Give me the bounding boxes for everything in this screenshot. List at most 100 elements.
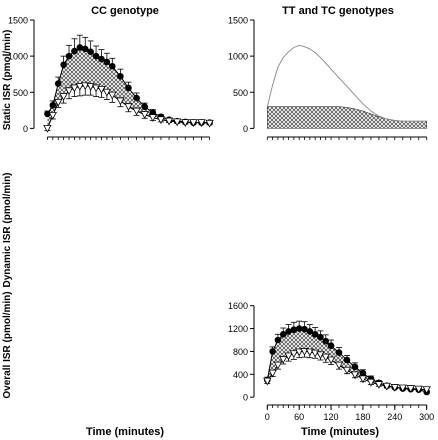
y-tick-label: 0 [243,393,248,403]
data-point-open [148,114,157,122]
x-tick-label: 300 [419,412,434,422]
y-tick-label: 1000 [8,52,28,62]
data-point-open [279,356,288,364]
data-point-open [284,352,293,361]
data-point-open [263,377,272,386]
data-point-filled [322,337,330,345]
data-point-open [390,384,399,392]
data-point-open [172,118,182,127]
data-point-filled [103,58,111,66]
col-title-tt-tc: TT and TC genotypes [282,5,394,17]
data-point-filled [81,45,89,53]
y-tick-label: 500 [233,88,248,98]
series-thin-line [266,44,427,122]
data-point-filled [117,73,124,80]
data-point-open [197,119,206,127]
data-point-open [414,385,423,394]
data-point-filled [49,101,57,109]
data-point-open [132,107,141,116]
data-point-filled [60,61,67,69]
data-point-filled [133,94,140,102]
data-point-open [181,119,190,127]
data-point-filled [76,44,84,51]
x-tick-label: 60 [294,412,304,422]
data-point-filled [269,348,276,355]
data-point-filled [108,62,116,70]
panel-overall-tt-tc: 0 400 800 1200 1600 0 60 120 180 240 300 [228,301,434,422]
data-point-filled [98,55,105,63]
data-point-open [164,117,174,126]
data-point-filled [44,110,51,118]
data-point-open [374,381,384,389]
data-point-filled [65,52,73,60]
data-point-open [366,378,376,387]
y-tick-label: 0 [243,124,248,134]
x-tick-label: 0 [265,412,270,422]
data-point-open [205,119,214,128]
x-tick-label: 120 [324,412,339,422]
data-point-filled [92,52,100,60]
data-point-open [59,93,68,101]
data-point-open [116,97,125,106]
y-tick-label: 400 [233,370,248,380]
panel-static-cc: 0 500 1000 1500 [8,16,214,140]
data-point-open [156,116,166,125]
data-point-open [406,385,415,393]
row-ylabel-dynamic: Dynamic ISR (pmol/min) [2,172,13,287]
data-point-open [422,386,431,395]
data-point-filled [54,80,62,87]
data-point-filled [351,363,359,371]
data-point-filled [279,330,287,338]
y-tick-label: 500 [13,88,28,98]
y-tick-label: 1500 [228,16,248,26]
data-point-open [334,361,344,370]
data-point-filled [317,333,324,341]
data-point-filled [311,330,319,338]
data-point-filled [125,84,132,92]
data-point-filled [335,349,343,356]
x-tick-label: 240 [387,412,402,422]
data-point-filled [343,356,351,364]
data-point-open [316,351,325,360]
data-point-open [398,384,407,393]
data-point-filled [274,336,282,344]
data-point-open [108,91,117,100]
data-point-filled [290,326,298,334]
data-point-open [64,87,74,96]
row-ylabel-static: Static ISR (pmol/min) [2,30,13,131]
data-point-open [43,124,52,133]
data-point-open [358,375,368,384]
panel-static-tt-tc: 0 500 1000 1500 [228,16,428,140]
data-point-open [295,348,304,357]
data-point-open [75,83,85,91]
hatched-area [267,106,427,129]
data-point-open [300,348,309,356]
data-point-open [382,382,392,391]
x-tick-label: 180 [355,412,370,422]
data-point-filled [359,369,367,377]
data-point-open [289,350,299,359]
data-point-open [48,111,57,120]
data-point-filled [141,103,149,111]
y-tick-label: 1500 [8,16,28,26]
data-point-filled [327,342,335,350]
xlabel-left: Time (minutes) [86,426,164,438]
data-point-open [189,119,198,127]
data-point-filled [71,47,78,55]
y-tick-label: 0 [23,124,28,134]
y-tick-label: 1000 [228,52,248,62]
col-title-cc: CC genotype [91,5,159,17]
y-tick-label: 1200 [228,324,248,334]
data-point-open [350,371,360,380]
data-point-filled [306,328,314,335]
xlabel-right: Time (minutes) [301,426,379,438]
data-point-open [54,98,63,107]
data-point-open [326,356,336,365]
data-point-open [140,111,149,120]
data-point-open [124,103,133,112]
data-point-filled [87,48,94,56]
y-tick-label: 1600 [228,301,248,311]
data-point-open [342,366,352,375]
data-point-open [81,82,90,91]
